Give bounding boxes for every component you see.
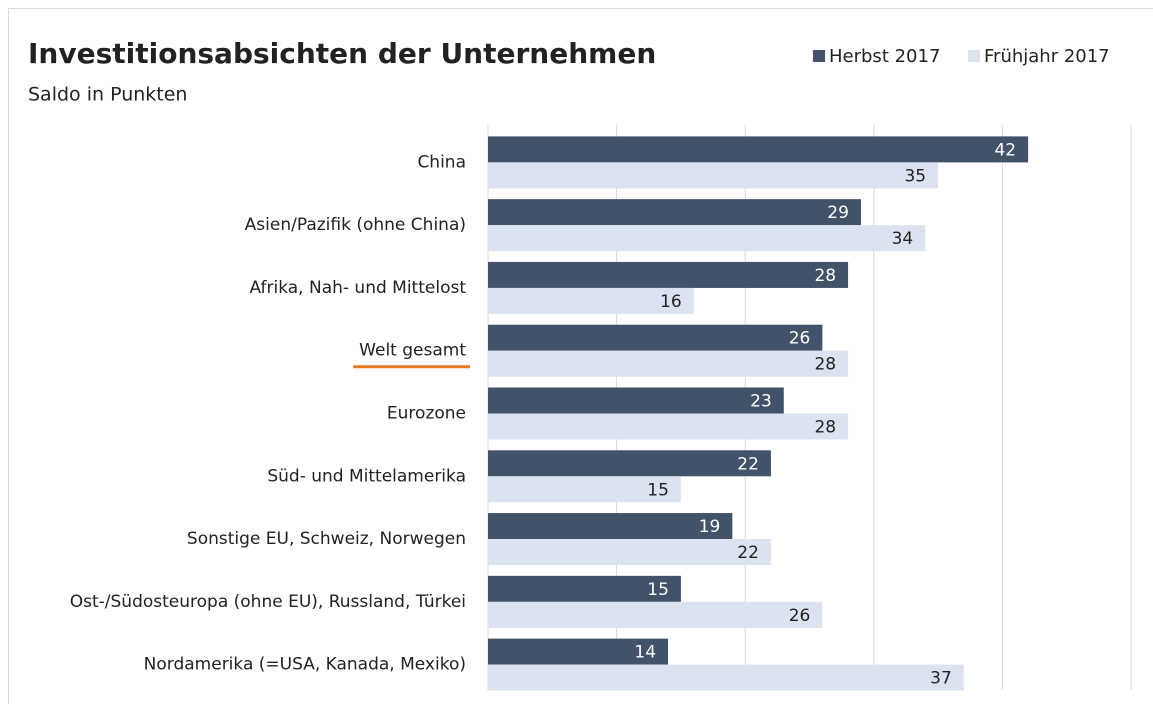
value-label: 34: [892, 229, 914, 249]
legend-swatch: [813, 50, 825, 62]
value-label: 16: [660, 292, 682, 312]
category-label: Welt gesamt: [359, 341, 466, 361]
bar: [488, 225, 926, 252]
bar: [488, 539, 771, 566]
value-label: 37: [930, 669, 952, 689]
bar: [488, 324, 823, 351]
legend-label: Frühjahr 2017: [984, 46, 1110, 67]
bar: [488, 387, 784, 414]
value-label: 35: [904, 166, 926, 186]
value-label: 22: [737, 543, 759, 563]
bar: [488, 350, 849, 377]
value-label: 19: [699, 517, 721, 537]
legend-swatch: [968, 50, 980, 62]
value-label: 28: [814, 266, 836, 286]
value-label: 15: [647, 580, 669, 600]
category-label: Nordamerika (=USA, Kanada, Mexiko): [144, 655, 466, 675]
value-label: 14: [634, 643, 656, 663]
value-label: 29: [827, 203, 849, 223]
bar: [488, 136, 1029, 163]
value-label: 28: [814, 418, 836, 438]
category-label: Afrika, Nah- und Mittelost: [249, 278, 466, 298]
value-label: 22: [737, 454, 759, 474]
value-label: 15: [647, 480, 669, 500]
legend-label: Herbst 2017: [829, 46, 940, 67]
category-label: Süd- und Mittelamerika: [267, 466, 466, 486]
bar: [488, 601, 823, 628]
bar: [488, 664, 964, 691]
category-label: China: [417, 152, 466, 172]
value-label: 42: [994, 140, 1016, 160]
frame: [8, 8, 1153, 704]
category-label: Sonstige EU, Schweiz, Norwegen: [187, 529, 466, 549]
chart-title: Investitionsabsichten der Unternehmen: [28, 37, 656, 70]
bar: [488, 476, 681, 503]
value-label: 26: [789, 606, 811, 626]
value-label: 28: [814, 355, 836, 375]
bar: [488, 450, 771, 477]
chart-subtitle: Saldo in Punkten: [28, 84, 187, 106]
bar: [488, 513, 733, 540]
bar: [488, 638, 669, 665]
category-label: Asien/Pazifik (ohne China): [245, 215, 466, 235]
category-label: Ost-/Südosteuropa (ohne EU), Russland, T…: [70, 592, 466, 612]
value-label: 26: [789, 329, 811, 349]
value-label: 23: [750, 392, 772, 412]
bar: [488, 261, 849, 288]
bar: [488, 575, 681, 602]
category-label: Eurozone: [387, 404, 466, 424]
bar: [488, 162, 939, 189]
bar: [488, 287, 694, 314]
bar: [488, 199, 861, 226]
bar: [488, 413, 849, 440]
